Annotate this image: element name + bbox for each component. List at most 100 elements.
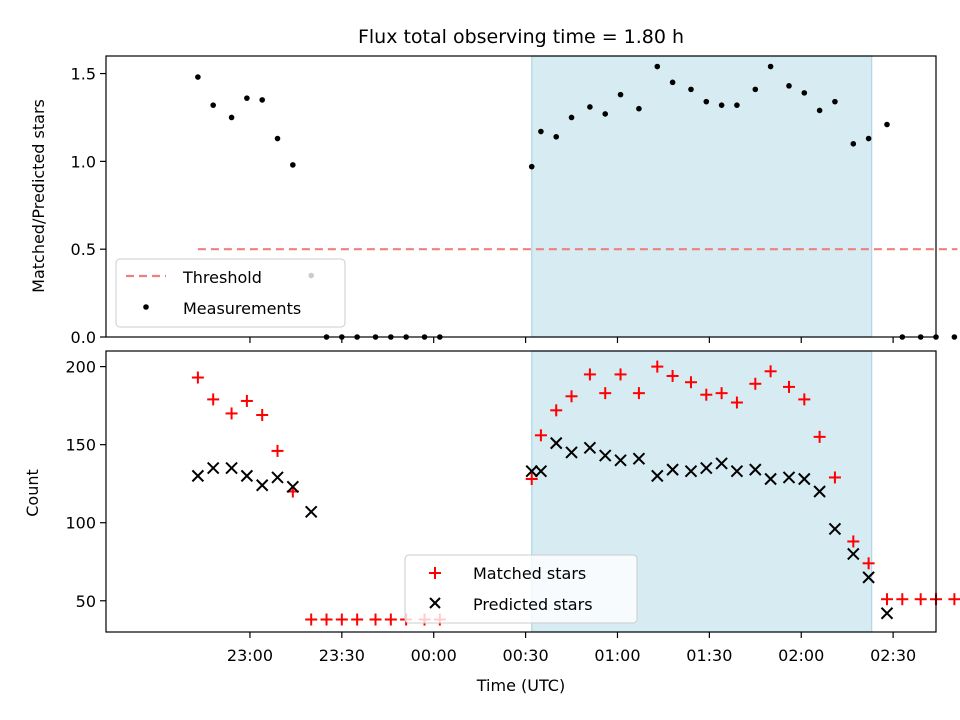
- predicted-star-point: [240, 469, 254, 483]
- measurement-point: [290, 162, 296, 168]
- matched-star-point: [240, 394, 253, 407]
- matched-star-point: [369, 613, 382, 626]
- bottom-legend: Matched stars Predicted stars: [404, 554, 638, 624]
- x-stroke-b: [749, 463, 762, 476]
- matched-star-point: [550, 404, 563, 417]
- measurement-point: [568, 114, 575, 121]
- matched-star-point: [271, 444, 284, 457]
- predicted-star-point: [304, 505, 318, 519]
- matched-star-point: [599, 387, 612, 400]
- predicted-star-point: [684, 464, 698, 478]
- matched-stars-legend-swatch: [429, 567, 441, 579]
- predicted-star-point: [225, 461, 238, 475]
- top-y-axis-label: Matched/Predicted stars: [29, 99, 48, 293]
- measurements-legend-label: Measurements: [183, 299, 301, 318]
- measurement-point: [951, 334, 958, 340]
- measurement-point: [832, 98, 838, 105]
- matched-stars-legend-label: Matched stars: [473, 564, 586, 583]
- measurement-point: [195, 74, 201, 80]
- matched-star-point: [632, 387, 645, 400]
- x-tick-label: 00:00: [411, 646, 457, 665]
- measurement-point: [528, 163, 535, 170]
- measurement-point: [587, 104, 593, 110]
- predicted-star-point: [730, 464, 744, 478]
- matched-star-point: [700, 388, 713, 401]
- matched-star-point: [749, 377, 762, 390]
- predicted-star-point: [880, 607, 894, 620]
- predicted-star-point: [255, 479, 269, 492]
- matched-star-point: [207, 393, 220, 406]
- x-stroke-b: [880, 607, 894, 620]
- x-stroke-b: [304, 505, 318, 519]
- predicted-star-point: [666, 463, 679, 476]
- bottom-y-ticks: 50 100 150 200: [65, 358, 106, 611]
- bottom-panel: 50 100 150 200 23:00 23:30 00:00 00:30 01:00 01:…: [23, 350, 960, 695]
- y-tick-label: 200: [65, 358, 96, 377]
- x-tick-label: 02:00: [778, 646, 824, 665]
- y-tick-label: 1.5: [71, 65, 96, 84]
- x-stroke-b: [684, 464, 698, 478]
- x-tick-label: 01:00: [594, 646, 640, 665]
- matched-star-point: [565, 390, 578, 403]
- measurement-point: [703, 98, 710, 105]
- measurement-point: [816, 107, 823, 114]
- predicted-star-point: [550, 436, 563, 450]
- predicted-star-point: [191, 469, 205, 483]
- matched-star-point: [847, 535, 860, 548]
- matched-star-point: [225, 407, 238, 420]
- matched-star-point: [798, 393, 811, 406]
- measurement-point: [801, 90, 808, 96]
- x-stroke-b: [782, 471, 796, 484]
- matched-stars-points: [191, 360, 960, 626]
- measurement-point: [538, 128, 544, 135]
- predicted-star-point: [700, 461, 713, 475]
- top-x-ticks: [249, 337, 894, 343]
- x-stroke-b: [798, 472, 811, 486]
- measurement-point: [669, 79, 676, 86]
- predicted-star-point: [782, 471, 796, 484]
- matched-star-point: [583, 368, 596, 381]
- measurement-point: [602, 111, 609, 117]
- matched-star-point: [730, 396, 743, 409]
- x-stroke-b: [764, 472, 777, 486]
- measurement-point: [636, 105, 642, 112]
- predicted-star-point: [271, 471, 284, 484]
- measurement-point: [244, 95, 250, 101]
- x-stroke-b: [525, 464, 538, 478]
- measurement-point: [850, 141, 857, 147]
- y-tick-label: 0.5: [71, 240, 96, 259]
- matched-star-point: [305, 613, 318, 626]
- measurement-point: [734, 102, 740, 108]
- x-stroke-b: [632, 452, 646, 465]
- measurement-point: [228, 114, 235, 121]
- predicted-star-point: [525, 464, 538, 478]
- measurement-point: [210, 102, 216, 108]
- predicted-star-point: [614, 454, 627, 467]
- matched-star-point: [914, 593, 927, 606]
- predicted-star-point: [286, 480, 300, 494]
- x-stroke-b: [614, 454, 627, 467]
- matched-star-point: [715, 387, 728, 400]
- x-stroke-b: [730, 464, 744, 478]
- top-shaded-region: [531, 55, 873, 338]
- x-stroke-b: [255, 479, 269, 492]
- matched-star-point: [191, 371, 204, 384]
- x-stroke-b: [862, 571, 875, 584]
- y-tick-label: 0.0: [71, 328, 96, 347]
- y-tick-label: 100: [65, 514, 96, 533]
- matched-star-point: [862, 557, 875, 570]
- x-stroke-b: [813, 485, 826, 498]
- x-stroke-b: [828, 522, 842, 536]
- matched-star-point: [684, 376, 697, 389]
- bottom-y-axis-label: Count: [23, 469, 42, 517]
- chart-title: Flux total observing time = 1.80 h: [358, 26, 684, 48]
- predicted-star-point: [847, 547, 860, 561]
- predicted-star-point: [798, 472, 811, 486]
- matched-star-point: [614, 368, 627, 381]
- predicted-star-point: [534, 464, 548, 478]
- matched-star-point: [351, 613, 364, 626]
- x-stroke-b: [599, 449, 612, 462]
- predicted-stars-points: [191, 436, 894, 620]
- matched-star-point: [880, 593, 893, 606]
- x-tick-label: 23:30: [319, 646, 365, 665]
